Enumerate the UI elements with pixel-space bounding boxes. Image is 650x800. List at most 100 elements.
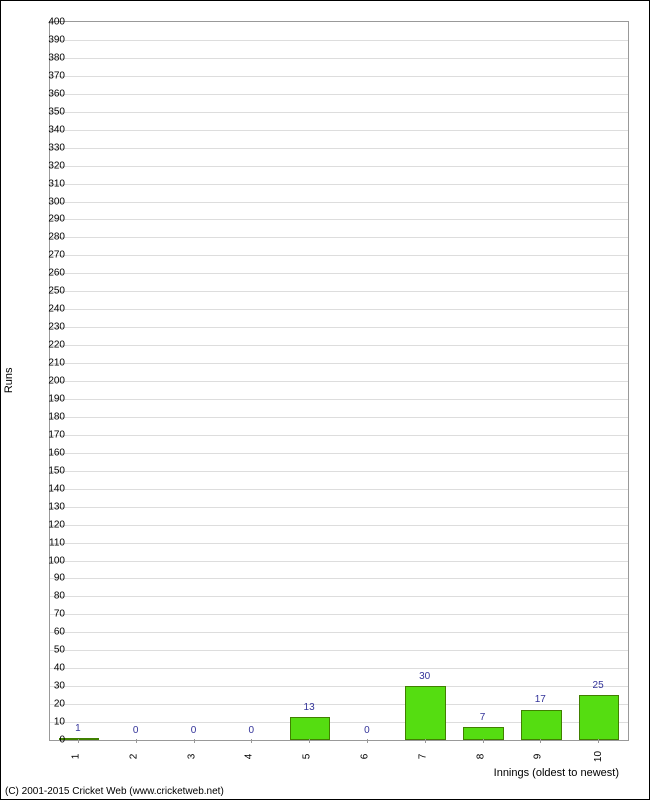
gridline xyxy=(50,345,628,346)
gridline xyxy=(50,435,628,436)
plot-area xyxy=(49,21,629,741)
y-tick-label: 200 xyxy=(35,376,65,387)
gridline xyxy=(50,148,628,149)
y-tick-label: 60 xyxy=(35,627,65,638)
y-tick-label: 110 xyxy=(35,537,65,548)
y-tick-label: 80 xyxy=(35,591,65,602)
y-tick-label: 180 xyxy=(35,411,65,422)
x-axis-title: Innings (oldest to newest) xyxy=(494,767,619,779)
y-tick-label: 140 xyxy=(35,483,65,494)
y-tick-label: 360 xyxy=(35,88,65,99)
x-tick-label: 4 xyxy=(244,754,255,760)
x-tick-label: 5 xyxy=(301,754,312,760)
gridline xyxy=(50,561,628,562)
x-tick-label: 10 xyxy=(593,751,604,762)
y-tick-label: 120 xyxy=(35,519,65,530)
y-tick-label: 50 xyxy=(35,645,65,656)
y-tick-label: 230 xyxy=(35,322,65,333)
gridline xyxy=(50,273,628,274)
y-tick-label: 190 xyxy=(35,393,65,404)
y-tick-label: 250 xyxy=(35,286,65,297)
gridline xyxy=(50,112,628,113)
y-tick-label: 100 xyxy=(35,555,65,566)
y-tick-label: 310 xyxy=(35,178,65,189)
gridline xyxy=(50,40,628,41)
x-tick xyxy=(425,739,426,743)
x-tick-label: 6 xyxy=(359,754,370,760)
bar xyxy=(290,717,330,740)
gridline xyxy=(50,399,628,400)
y-tick-label: 350 xyxy=(35,106,65,117)
gridline xyxy=(50,381,628,382)
y-tick-label: 220 xyxy=(35,340,65,351)
y-tick-label: 20 xyxy=(35,699,65,710)
y-tick-label: 210 xyxy=(35,358,65,369)
y-tick-label: 160 xyxy=(35,447,65,458)
chart-container: Runs Innings (oldest to newest) (C) 2001… xyxy=(0,0,650,800)
gridline xyxy=(50,166,628,167)
x-tick xyxy=(483,739,484,743)
y-tick-label: 150 xyxy=(35,465,65,476)
gridline xyxy=(50,525,628,526)
y-tick-label: 280 xyxy=(35,232,65,243)
gridline xyxy=(50,668,628,669)
x-tick xyxy=(598,739,599,743)
gridline xyxy=(50,507,628,508)
y-tick-label: 30 xyxy=(35,681,65,692)
x-tick xyxy=(309,739,310,743)
x-tick xyxy=(251,739,252,743)
gridline xyxy=(50,543,628,544)
bar-value-label: 30 xyxy=(419,671,430,682)
footer-text: (C) 2001-2015 Cricket Web (www.cricketwe… xyxy=(5,786,224,797)
gridline xyxy=(50,76,628,77)
x-tick xyxy=(136,739,137,743)
x-tick xyxy=(78,739,79,743)
x-tick xyxy=(367,739,368,743)
gridline xyxy=(50,184,628,185)
x-tick-label: 1 xyxy=(70,754,81,760)
gridline xyxy=(50,614,628,615)
x-tick-label: 9 xyxy=(533,754,544,760)
gridline xyxy=(50,202,628,203)
bar-value-label: 7 xyxy=(480,712,486,723)
x-tick-label: 3 xyxy=(186,754,197,760)
y-tick-label: 370 xyxy=(35,70,65,81)
gridline xyxy=(50,58,628,59)
y-tick-label: 170 xyxy=(35,429,65,440)
y-tick-label: 390 xyxy=(35,34,65,45)
y-tick-label: 270 xyxy=(35,250,65,261)
y-tick-label: 330 xyxy=(35,142,65,153)
bar xyxy=(521,710,561,741)
y-axis-title: Runs xyxy=(3,367,15,393)
gridline xyxy=(50,489,628,490)
gridline xyxy=(50,632,628,633)
bar-value-label: 1 xyxy=(75,723,81,734)
gridline xyxy=(50,650,628,651)
gridline xyxy=(50,363,628,364)
bar-value-label: 25 xyxy=(593,680,604,691)
y-tick-label: 70 xyxy=(35,609,65,620)
gridline xyxy=(50,255,628,256)
y-tick-label: 130 xyxy=(35,501,65,512)
bar-value-label: 0 xyxy=(249,725,255,736)
gridline xyxy=(50,291,628,292)
y-tick-label: 0 xyxy=(35,735,65,746)
gridline xyxy=(50,596,628,597)
gridline xyxy=(50,219,628,220)
gridline xyxy=(50,453,628,454)
x-tick xyxy=(194,739,195,743)
bar xyxy=(405,686,445,740)
y-tick-label: 340 xyxy=(35,124,65,135)
gridline xyxy=(50,94,628,95)
bar-value-label: 0 xyxy=(133,725,139,736)
y-tick-label: 290 xyxy=(35,214,65,225)
gridline xyxy=(50,471,628,472)
gridline xyxy=(50,130,628,131)
x-tick-label: 7 xyxy=(417,754,428,760)
gridline xyxy=(50,417,628,418)
gridline xyxy=(50,309,628,310)
y-tick-label: 380 xyxy=(35,52,65,63)
gridline xyxy=(50,578,628,579)
y-tick-label: 10 xyxy=(35,717,65,728)
y-tick-label: 320 xyxy=(35,160,65,171)
